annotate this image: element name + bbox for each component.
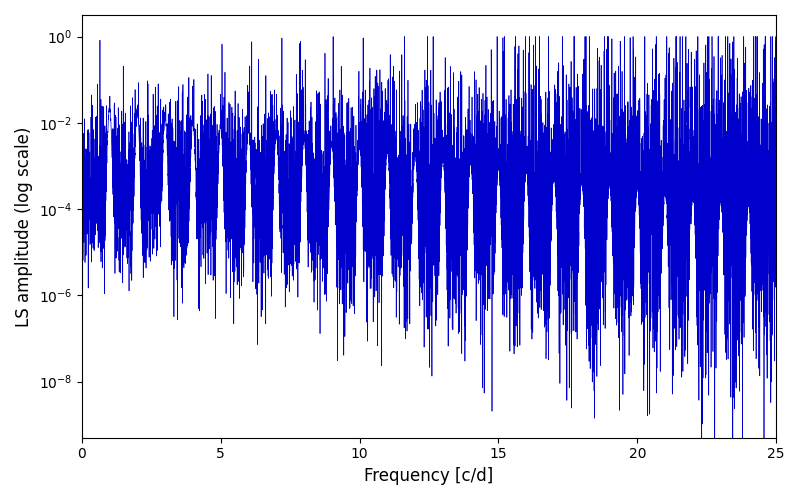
X-axis label: Frequency [c/d]: Frequency [c/d] xyxy=(364,467,494,485)
Y-axis label: LS amplitude (log scale): LS amplitude (log scale) xyxy=(15,126,33,326)
